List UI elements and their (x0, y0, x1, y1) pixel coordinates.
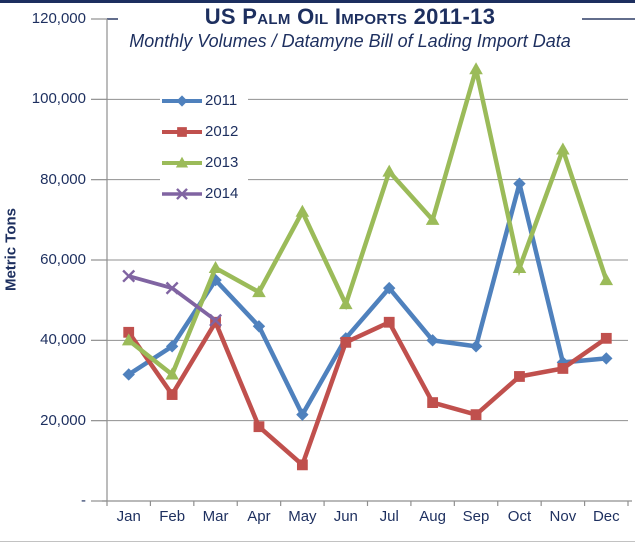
square-marker (296, 459, 308, 471)
y-axis-tick-label: 120,000 (31, 10, 86, 27)
legend-item-2012: 2012 (160, 116, 249, 147)
x-marker (165, 281, 179, 295)
x-axis-label-sep: Sep (462, 508, 490, 525)
legend-item-2011: 2011 (160, 85, 249, 116)
legend-swatch-square (162, 126, 202, 137)
chart-title-block: US Palm Oil Imports 2011-13 Monthly Volu… (118, 4, 582, 52)
triangle-marker (338, 297, 353, 310)
series-2012 (123, 316, 612, 471)
legend-label: 2012 (205, 123, 239, 140)
legend-swatch-triangle (162, 156, 202, 167)
triangle-marker (175, 156, 189, 167)
legend-item-2014: 2014 (160, 178, 249, 209)
diamond-marker (296, 408, 309, 421)
x-axis-label-apr: Apr (247, 508, 271, 525)
x-axis-label-jan: Jan (116, 508, 141, 525)
triangle-marker (121, 333, 136, 346)
y-axis-tick-label: 20,000 (40, 411, 86, 429)
triangle-marker (469, 62, 483, 75)
diamond-marker (252, 320, 266, 333)
triangle-marker (165, 367, 179, 380)
legend-swatch-diamond (162, 94, 202, 107)
legend-item-2013: 2013 (160, 147, 249, 178)
x-axis-label-jul: Jul (379, 508, 399, 525)
diamond-marker (122, 368, 135, 381)
diamond-marker (383, 281, 396, 295)
square-marker (514, 371, 525, 382)
x-axis-label-aug: Aug (419, 508, 446, 525)
square-marker (340, 336, 352, 348)
square-marker (557, 363, 569, 374)
series-line-2011 (127, 183, 607, 420)
top-border-rule (0, 0, 635, 3)
diamond-marker (176, 94, 188, 107)
triangle-marker (295, 204, 310, 217)
square-marker (470, 409, 482, 421)
y-axis-tick-label: 80,000 (40, 170, 86, 188)
square-marker (600, 332, 612, 344)
triangle-marker (252, 285, 266, 298)
triangle-marker (382, 164, 397, 177)
x-marker (209, 313, 222, 327)
y-axis-tick-label: 40,000 (40, 331, 86, 349)
square-marker (166, 389, 178, 400)
diamond-marker (469, 340, 483, 353)
triangle-marker (208, 261, 223, 274)
square-marker (177, 126, 187, 137)
x-axis-label-jun: Jun (333, 508, 358, 525)
triangle-marker (512, 261, 527, 274)
square-marker (383, 316, 395, 328)
triangle-marker (425, 212, 440, 225)
chart-title: US Palm Oil Imports 2011-13 (204, 4, 496, 29)
legend-label: 2014 (205, 185, 239, 202)
x-marker (122, 269, 136, 283)
x-axis-label-oct: Oct (507, 508, 532, 525)
y-axis-tick-label: 100,000 (31, 90, 86, 108)
bottom-border-rule (0, 541, 635, 542)
y-axis-tick-label: - (81, 492, 86, 509)
chart-legend: 2011 2012 2013 2014 (160, 85, 249, 209)
y-axis-title: Metric Tons (2, 207, 20, 292)
diamond-marker (513, 177, 526, 190)
triangle-marker (599, 273, 614, 286)
triangle-marker (556, 142, 570, 155)
square-marker (123, 326, 135, 338)
x-marker (176, 187, 188, 200)
x-axis-label-nov: Nov (549, 508, 577, 525)
square-marker (427, 397, 439, 408)
legend-label: 2013 (205, 154, 239, 171)
diamond-marker (426, 334, 439, 347)
series-2014 (122, 269, 222, 327)
square-marker (210, 316, 221, 328)
legend-label: 2011 (205, 92, 238, 109)
x-axis-label-feb: Feb (159, 508, 186, 525)
chart-subtitle: Monthly Volumes / Datamyne Bill of Ladin… (129, 31, 571, 51)
x-axis-label-mar: Mar (202, 508, 229, 525)
series-line-2013 (127, 68, 609, 379)
diamond-marker (165, 340, 179, 353)
legend-swatch-x (162, 187, 202, 200)
diamond-marker (600, 352, 613, 365)
x-axis-label-may: May (288, 508, 317, 525)
series-line-2012 (126, 317, 608, 469)
series-2013 (121, 62, 614, 380)
square-marker (253, 421, 265, 433)
x-axis-label-dec: Dec (592, 508, 620, 525)
y-axis-tick-label: 60,000 (40, 251, 86, 268)
